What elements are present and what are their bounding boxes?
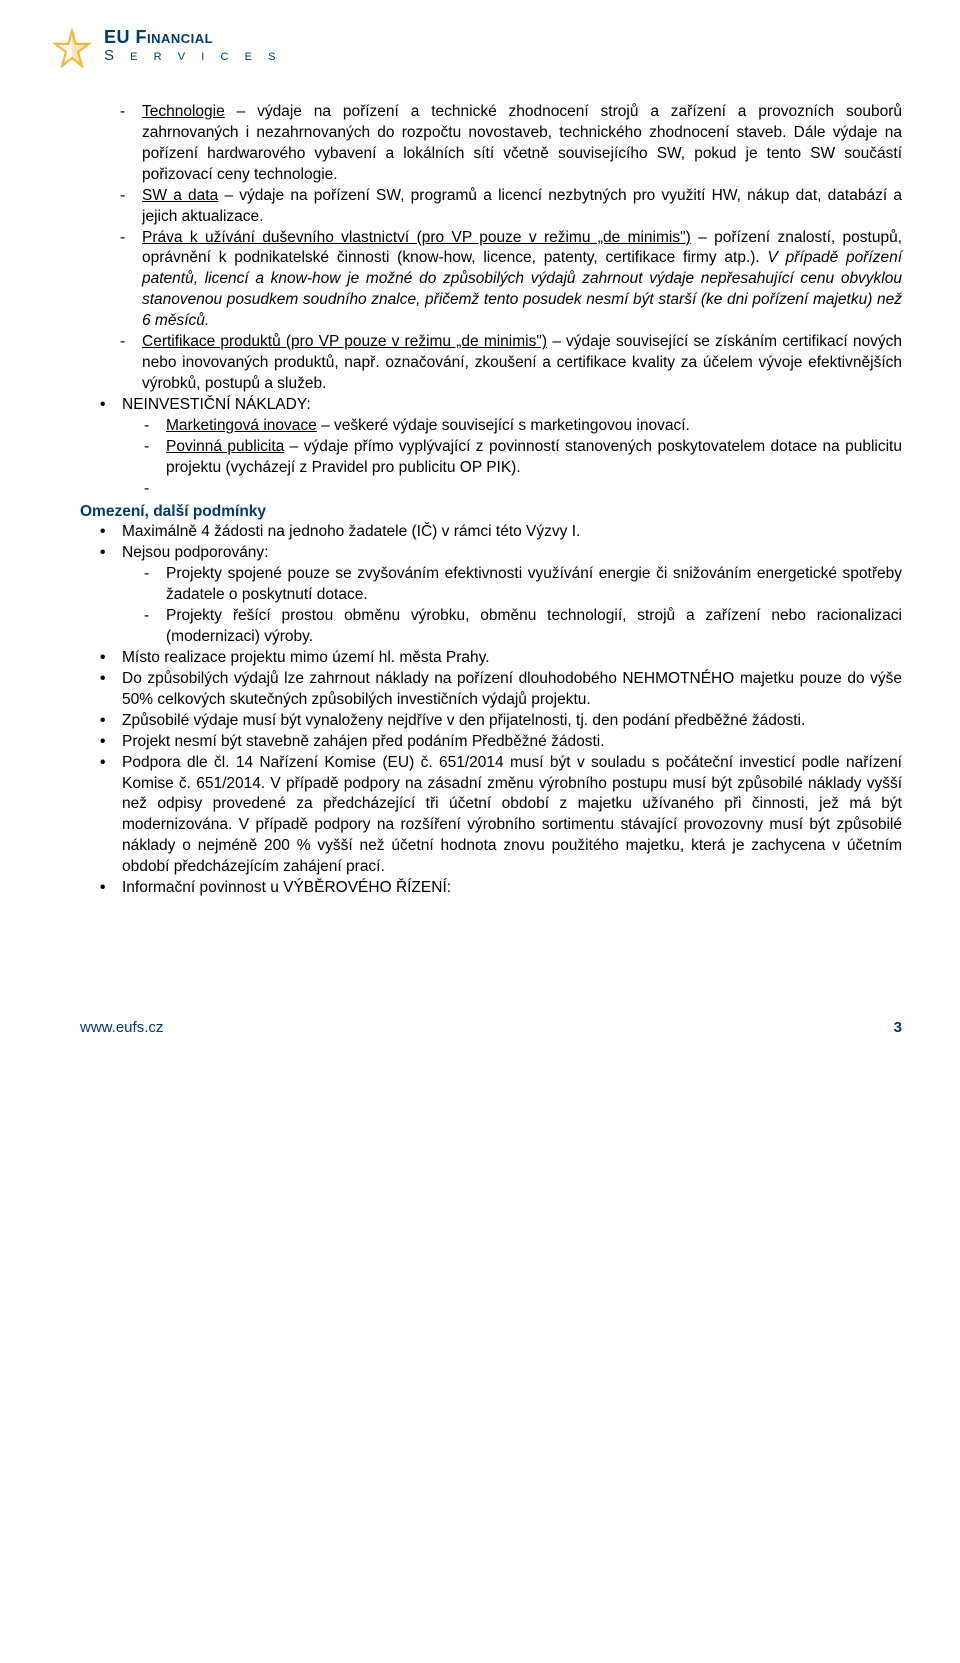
logo-line-1: EU Financial xyxy=(104,28,281,46)
prava-label: Práva k užívání duševního vlastnictví (p… xyxy=(142,229,691,246)
bullet-item-4: • Do způsobilých výdajů lze zahrnout nák… xyxy=(100,669,902,711)
dash-item-marketing: - Marketingová inovace – veškeré výdaje … xyxy=(144,416,902,437)
dash-item-cert: - Certifikace produktů (pro VP pouze v r… xyxy=(120,332,902,395)
document-body: - Technologie – výdaje na pořízení a tec… xyxy=(80,102,902,899)
bullet-body: Informační povinnost u VÝBĚROVÉHO ŘÍZENÍ… xyxy=(122,878,902,899)
bullet-body: Místo realizace projektu mimo území hl. … xyxy=(122,648,902,669)
sw-body: – výdaje na pořízení SW, programů a lice… xyxy=(142,187,902,225)
bullet-marker: • xyxy=(100,648,122,669)
dash-marker: - xyxy=(144,564,166,606)
dash-body: Certifikace produktů (pro VP pouze v rež… xyxy=(142,332,902,395)
logo-text: EU Financial S e r v i c e s xyxy=(104,28,281,63)
bullet-marker: • xyxy=(100,753,122,879)
top-dash-list: - Technologie – výdaje na pořízení a tec… xyxy=(120,102,902,395)
bullet-marker: • xyxy=(100,732,122,753)
bullet-item-8: • Informační povinnost u VÝBĚROVÉHO ŘÍZE… xyxy=(100,878,902,899)
dash-marker: - xyxy=(144,437,166,479)
bullet-marker: • xyxy=(100,878,122,899)
neinvest-label: NEINVESTIČNÍ NÁKLADY: xyxy=(122,396,311,413)
dash-body xyxy=(166,479,902,500)
bullet-body: Nejsou podporovány: - Projekty spojené p… xyxy=(122,543,902,648)
dash-body: Projekty spojené pouze se zvyšováním efe… xyxy=(166,564,902,606)
omezeni-bullet-list: • Maximálně 4 žádosti na jednoho žadatel… xyxy=(100,522,902,899)
neinvest-sub-list: - Marketingová inovace – veškeré výdaje … xyxy=(144,416,902,500)
bullet-marker: • xyxy=(100,711,122,732)
bullet-body: NEINVESTIČNÍ NÁKLADY: - Marketingová ino… xyxy=(122,395,902,500)
bullet-item-3: • Místo realizace projektu mimo území hl… xyxy=(100,648,902,669)
bullet-marker: • xyxy=(100,522,122,543)
neinvest-bullet-list: • NEINVESTIČNÍ NÁKLADY: - Marketingová i… xyxy=(100,395,902,500)
dash-item-prava: - Práva k užívání duševního vlastnictví … xyxy=(120,228,902,333)
publicita-label: Povinná publicita xyxy=(166,438,284,455)
star-icon xyxy=(50,28,94,72)
bullet-item-5: • Způsobilé výdaje musí být vynaloženy n… xyxy=(100,711,902,732)
dash-marker: - xyxy=(120,332,142,395)
bullet-item-2: • Nejsou podporovány: - Projekty spojené… xyxy=(100,543,902,648)
dash-item-empty: - xyxy=(144,479,902,500)
dash-body: Technologie – výdaje na pořízení a techn… xyxy=(142,102,902,186)
footer-page-number: 3 xyxy=(894,1019,902,1036)
dash-marker: - xyxy=(120,102,142,186)
dash-item-technologie: - Technologie – výdaje na pořízení a tec… xyxy=(120,102,902,186)
dash-marker: - xyxy=(120,186,142,228)
tech-label: Technologie xyxy=(142,103,225,120)
bullet-item-neinvest: • NEINVESTIČNÍ NÁKLADY: - Marketingová i… xyxy=(100,395,902,500)
bullet-body: Maximálně 4 žádosti na jednoho žadatele … xyxy=(122,522,902,543)
bullet-item-1: • Maximálně 4 žádosti na jednoho žadatel… xyxy=(100,522,902,543)
footer-url: www.eufs.cz xyxy=(80,1019,163,1036)
dash-item-b2s1: - Projekty spojené pouze se zvyšováním e… xyxy=(144,564,902,606)
dash-body: Povinná publicita – výdaje přímo vyplýva… xyxy=(166,437,902,479)
bullet-2-sublist: - Projekty spojené pouze se zvyšováním e… xyxy=(144,564,902,648)
bullet-marker: • xyxy=(100,395,122,500)
bullet-body: Způsobilé výdaje musí být vynaloženy nej… xyxy=(122,711,902,732)
dash-item-publicita: - Povinná publicita – výdaje přímo vyplý… xyxy=(144,437,902,479)
dash-marker: - xyxy=(144,606,166,648)
section-title-omezeni: Omezení, další podmínky xyxy=(80,502,902,523)
bullet-body: Projekt nesmí být stavebně zahájen před … xyxy=(122,732,902,753)
dash-body: Projekty řešící prostou obměnu výrobku, … xyxy=(166,606,902,648)
bullet-marker: • xyxy=(100,669,122,711)
bullet-body: Podpora dle čl. 14 Nařízení Komise (EU) … xyxy=(122,753,902,879)
company-logo: EU Financial S e r v i c e s xyxy=(50,28,902,72)
tech-intro: – výdaje na pořízení a technické zhodnoc… xyxy=(142,103,902,183)
sw-label: SW a data xyxy=(142,187,218,204)
dash-marker: - xyxy=(144,416,166,437)
dash-item-b2s2: - Projekty řešící prostou obměnu výrobku… xyxy=(144,606,902,648)
dash-body: Marketingová inovace – veškeré výdaje so… xyxy=(166,416,902,437)
dash-body: SW a data – výdaje na pořízení SW, progr… xyxy=(142,186,902,228)
page-footer: www.eufs.cz 3 xyxy=(80,1019,902,1036)
bullet-item-6: • Projekt nesmí být stavebně zahájen pře… xyxy=(100,732,902,753)
cert-label: Certifikace produktů (pro VP pouze v rež… xyxy=(142,333,547,350)
bullet-marker: • xyxy=(100,543,122,648)
bullet-body: Do způsobilých výdajů lze zahrnout nákla… xyxy=(122,669,902,711)
marketing-body: – veškeré výdaje související s marketing… xyxy=(317,417,690,434)
bullet-item-7: • Podpora dle čl. 14 Nařízení Komise (EU… xyxy=(100,753,902,879)
dash-marker: - xyxy=(120,228,142,333)
dash-marker: - xyxy=(144,479,166,500)
logo-line-2: S e r v i c e s xyxy=(104,48,281,63)
dash-body: Práva k užívání duševního vlastnictví (p… xyxy=(142,228,902,333)
bullet-2-label: Nejsou podporovány: xyxy=(122,544,269,561)
marketing-label: Marketingová inovace xyxy=(166,417,317,434)
dash-item-sw: - SW a data – výdaje na pořízení SW, pro… xyxy=(120,186,902,228)
